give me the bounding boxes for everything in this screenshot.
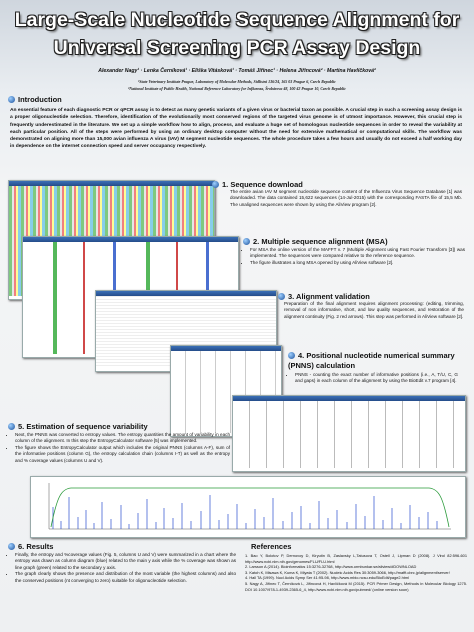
references-heading: References	[251, 542, 292, 551]
paragraph: Preparation of the final alignment requi…	[284, 301, 464, 319]
heading-text: 4. Positional nucleotide numerical summa…	[288, 351, 455, 370]
affiliation: ²National Institute of Public Health, Na…	[128, 86, 346, 91]
reference: 2. Larsson A (2014). Bioinformatics 15:3…	[245, 564, 417, 570]
bullet: The figure illustrates a long MSA opened…	[250, 260, 465, 266]
reference: 3. Katoh K, Misawa K, Kuma K, Miyata T (…	[245, 569, 450, 575]
bullet: Next, the PNNS was converted to entropy …	[15, 432, 230, 445]
affiliation: ¹State Veterinary Institute Prague, Labo…	[138, 79, 336, 84]
entropy-figure	[30, 476, 466, 538]
section-heading: Introduction	[8, 95, 62, 104]
paragraph: The entire avian IAV M segment nucleotid…	[230, 189, 462, 207]
heading-text: 5. Estimation of sequence variability	[18, 422, 148, 431]
bullet: For MSA the online version of the MAFFT …	[250, 247, 465, 260]
intro-text: An essential feature of each diagnostic …	[10, 108, 462, 150]
bullet: The figure shows the EntropyCalculator o…	[15, 445, 230, 464]
section: 2. Multiple sequence alignment (MSA)For …	[243, 237, 465, 266]
section: 5. Estimation of sequence variabilityNex…	[8, 422, 230, 464]
screenshot	[232, 395, 466, 472]
reference: 1. Bao Y, Bolotov P, Dernovoy D, Kiryuti…	[245, 553, 467, 564]
heading-text: Introduction	[18, 95, 62, 104]
heading-text: 1. Sequence download	[222, 180, 303, 189]
heading-text: 3. Alignment validation	[288, 292, 370, 301]
heading-text: 6. Results	[18, 542, 54, 551]
section: 4. Positional nucleotide numerical summa…	[288, 351, 458, 385]
section: 6. ResultsFinally, the entropy and %cove…	[8, 542, 236, 584]
heading-text: 2. Multiple sequence alignment (MSA)	[253, 237, 388, 246]
section: 3. Alignment validation Preparation of th…	[278, 292, 464, 320]
references: References 1. Bao Y, Bolotov P, Dernovoy …	[245, 542, 467, 592]
reference: 5. Nagy A, Jiřinec T, Černíková L, Jiřin…	[245, 580, 467, 592]
bullet: Finally, the entropy and %coverage value…	[15, 552, 236, 571]
bullet: PNNS - counting the exact number of info…	[295, 372, 458, 385]
poster-title: Large-Scale Nucleotide Sequence Alignmen…	[14, 9, 460, 59]
reference: 4. Hall TA (1999). Nucl Acids Symp Ser 4…	[245, 575, 409, 581]
reference-list: 1. Bao Y, Bolotov P, Dernovoy D, Kiryuti…	[245, 553, 467, 592]
section: 1. Sequence download The entire avian IAV…	[212, 180, 462, 208]
authors: Alexander Nagy¹ · Lenka Černíková¹ · Eli…	[98, 68, 376, 74]
bullet: The graph clearly shows the presence and…	[15, 571, 236, 584]
